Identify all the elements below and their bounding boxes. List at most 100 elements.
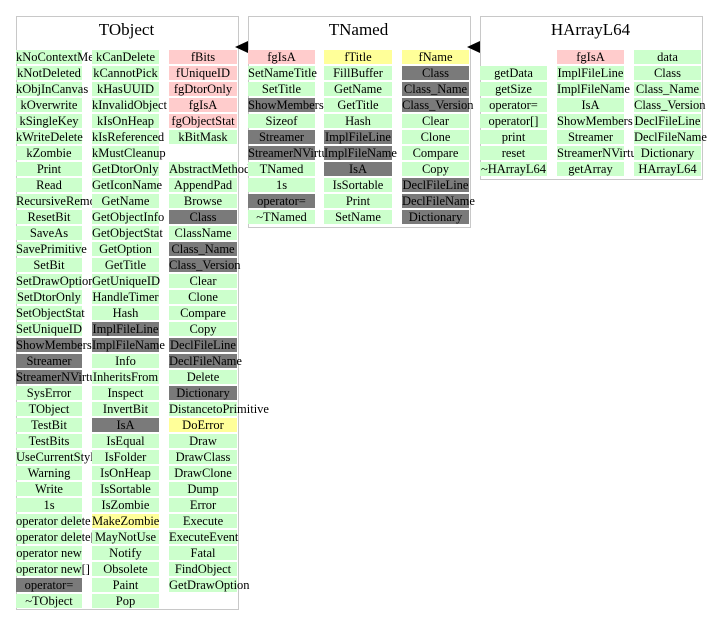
member-cell: Sizeof	[248, 114, 315, 128]
member-cell: operator new	[16, 546, 82, 560]
member-cell: kObjInCanvas	[16, 82, 89, 96]
member-cell: 1s	[248, 178, 315, 192]
member-cell: StreamerNVirtual	[248, 146, 337, 160]
member-cell: ImplFileLine	[92, 322, 159, 336]
member-cell: GetDtorOnly	[92, 162, 159, 176]
member-cell: ClassName	[169, 226, 237, 240]
member-cell: Print	[324, 194, 392, 208]
member-cell: RecursiveRemove	[16, 194, 108, 208]
member-cell: IsA	[324, 162, 392, 176]
member-cell: DistancetoPrimitive	[169, 402, 269, 416]
member-cell: SetName	[324, 210, 392, 224]
member-cell: ImplFileName	[324, 146, 397, 160]
member-cell: FillBuffer	[324, 66, 392, 80]
member-cell: SetTitle	[248, 82, 315, 96]
member-cell: Streamer	[248, 130, 315, 144]
member-cell: ShowMembers	[248, 98, 324, 112]
member-cell: operator=	[480, 98, 547, 112]
member-cell: GetTitle	[92, 258, 159, 272]
member-cell: StreamerNVirtual	[16, 370, 105, 384]
member-cell: Hash	[92, 306, 159, 320]
inheritance-arrow-harrayl64-to-tnamed	[467, 41, 480, 53]
member-cell: UseCurrentStyle	[16, 450, 100, 464]
member-cell: Copy	[402, 162, 469, 176]
member-cell: data	[634, 50, 701, 64]
member-cell: ImplFileName	[557, 82, 630, 96]
member-cell: print	[480, 130, 547, 144]
member-cell: Dictionary	[169, 386, 237, 400]
member-cell: Obsolete	[92, 562, 159, 576]
member-cell: Dictionary	[402, 210, 469, 224]
member-cell: GetDrawOption	[169, 578, 250, 592]
member-cell: HandleTimer	[92, 290, 159, 304]
member-cell: SetNameTitle	[248, 66, 317, 80]
member-cell: DeclFileName	[634, 130, 707, 144]
member-cell: Fatal	[169, 546, 237, 560]
member-cell: GetName	[92, 194, 159, 208]
member-cell: ~TNamed	[248, 210, 315, 224]
member-cell: Browse	[169, 194, 237, 208]
member-cell: Write	[16, 482, 82, 496]
member-cell: SetBit	[16, 258, 82, 272]
member-cell: DrawClone	[169, 466, 237, 480]
member-cell: kNoContextMenu	[16, 50, 107, 64]
member-cell: DoError	[169, 418, 237, 432]
member-cell: kCannotPick	[92, 66, 159, 80]
member-cell: getSize	[480, 82, 547, 96]
member-cell: SetObjectStat	[16, 306, 85, 320]
member-cell: IsSortable	[324, 178, 392, 192]
member-cell: operator delete	[16, 514, 91, 528]
member-cell: operator=	[16, 578, 82, 592]
member-cell: ImplFileLine	[557, 66, 624, 80]
member-cell: Class	[169, 210, 237, 224]
member-cell: kNotDeleted	[16, 66, 82, 80]
member-cell: Class	[634, 66, 701, 80]
member-cell: DeclFileLine	[169, 338, 237, 352]
member-cell: ImplFileName	[92, 338, 165, 352]
member-cell: TNamed	[248, 162, 315, 176]
member-cell: IsOnHeap	[92, 466, 159, 480]
member-cell: Clear	[402, 114, 469, 128]
empty-cell	[480, 50, 547, 64]
member-cell: StreamerNVirtual	[557, 146, 646, 160]
member-cell: GetObjectStat	[92, 226, 163, 240]
empty-cell	[169, 146, 237, 160]
member-cell: GetOption	[92, 242, 159, 256]
member-cell: AbstractMethod	[169, 162, 251, 176]
member-cell: IsA	[92, 418, 159, 432]
member-cell: kHasUUID	[92, 82, 159, 96]
member-cell: kSingleKey	[16, 114, 82, 128]
member-cell: ShowMembers	[16, 338, 92, 352]
member-cell: fgObjectStat	[169, 114, 237, 128]
member-cell: operator new[]	[16, 562, 90, 576]
member-cell: Streamer	[557, 130, 624, 144]
member-cell: kOverwrite	[16, 98, 82, 112]
member-cell: SetDrawOption	[16, 274, 95, 288]
member-cell: fBits	[169, 50, 237, 64]
member-cell: Class_Name	[169, 242, 237, 256]
member-cell: Dump	[169, 482, 237, 496]
member-cell: Warning	[16, 466, 82, 480]
member-cell: Pop	[92, 594, 159, 608]
member-cell: InheritsFrom	[92, 370, 159, 384]
member-cell: IsSortable	[92, 482, 159, 496]
member-cell: Class_Version	[402, 98, 474, 112]
member-cell: kBitMask	[169, 130, 237, 144]
member-cell: Hash	[324, 114, 392, 128]
member-cell: Clone	[402, 130, 469, 144]
member-cell: Compare	[169, 306, 237, 320]
member-cell: getData	[480, 66, 547, 80]
member-cell: TestBits	[16, 434, 82, 448]
member-cell: kZombie	[16, 146, 82, 160]
member-cell: reset	[480, 146, 547, 160]
member-cell: DeclFileLine	[634, 114, 701, 128]
member-cell: GetTitle	[324, 98, 392, 112]
member-cell: operator=	[248, 194, 315, 208]
member-cell: DrawClass	[169, 450, 237, 464]
member-cell: kIsOnHeap	[92, 114, 159, 128]
member-cell: IsA	[557, 98, 624, 112]
member-cell: Class	[402, 66, 469, 80]
member-cell: ~TObject	[16, 594, 82, 608]
member-cell: GetIconName	[92, 178, 163, 192]
member-cell: InvertBit	[92, 402, 159, 416]
